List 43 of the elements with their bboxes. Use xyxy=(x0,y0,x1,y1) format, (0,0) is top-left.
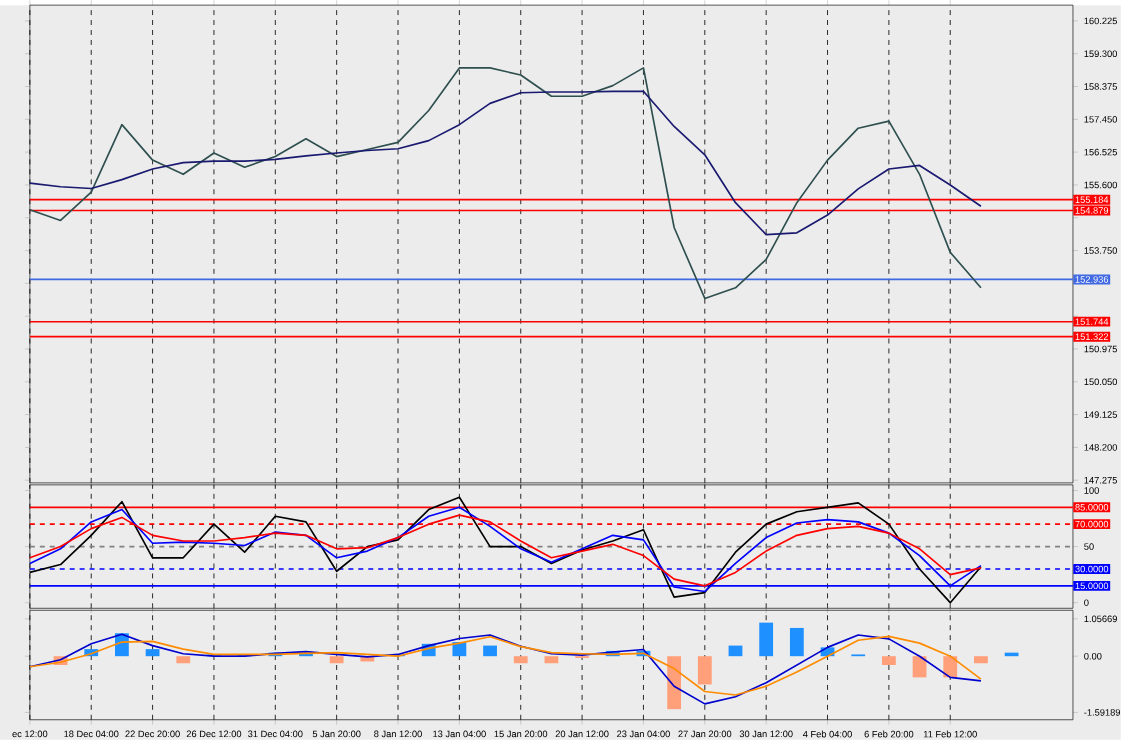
ref-line-label: 85.0000 xyxy=(1075,504,1109,511)
ref-line-label: 152.936 xyxy=(1075,276,1109,283)
x-tick-label: 31 Dec 04:00 xyxy=(248,730,303,738)
y-tick-label: 149.125 xyxy=(1084,411,1117,418)
x-tick-label: 18 Dec 04:00 xyxy=(64,730,119,738)
y-tick-label: 150.975 xyxy=(1084,345,1117,353)
y-tick-label: 158.375 xyxy=(1084,83,1117,90)
y-tick-label: 148.200 xyxy=(1084,444,1118,451)
y-tick-label: 147.275 xyxy=(1084,476,1117,484)
y-tick-label: 160.225 xyxy=(1084,17,1117,25)
y-tick-label: 155.600 xyxy=(1084,181,1118,189)
y-tick-label: 157.450 xyxy=(1084,116,1118,123)
y-tick-label: 1.05669 xyxy=(1084,615,1117,623)
x-tick-label: 23 Jan 04:00 xyxy=(617,730,670,738)
x-tick-label: 4 Feb 04:00 xyxy=(802,730,852,738)
x-tick-label: 5 Jan 20:00 xyxy=(312,730,361,738)
x-tick-label: 6 Feb 20:00 xyxy=(864,730,914,738)
ref-line-label: 151.744 xyxy=(1075,318,1109,325)
y-tick-label: 0 xyxy=(1084,599,1089,606)
x-tick-label: 27 Jan 20:00 xyxy=(678,730,732,738)
x-tick-label: 20 Jan 12:00 xyxy=(555,730,609,738)
ref-line-label: 30.0000 xyxy=(1075,565,1109,573)
y-tick-label: 153.750 xyxy=(1084,247,1118,254)
x-tick-label: 11 Feb 12:00 xyxy=(923,730,977,738)
y-tick-label: 150.050 xyxy=(1084,378,1118,386)
ref-line-label: 151.322 xyxy=(1075,333,1109,340)
x-tick-label: 30 Jan 12:00 xyxy=(739,730,793,738)
y-tick-label: 159.300 xyxy=(1084,50,1118,58)
x-tick-label: 13 Jan 04:00 xyxy=(433,730,486,738)
x-tick-label: 22 Dec 20:00 xyxy=(125,730,180,738)
y-tick-label: 50 xyxy=(1084,543,1094,550)
y-tick-label: -1.59189 xyxy=(1084,709,1121,716)
y-tick-label: 156.525 xyxy=(1084,148,1117,156)
x-tick-label: 26 Dec 12:00 xyxy=(186,730,242,738)
ref-line-label: 155.184 xyxy=(1075,196,1109,203)
ref-line-label: 70.0000 xyxy=(1075,520,1109,528)
y-tick-label: 0.00 xyxy=(1084,652,1102,660)
ref-line-label: 15.0000 xyxy=(1075,582,1109,590)
x-tick-label: 8 Jan 12:00 xyxy=(374,730,422,738)
ref-line-label: 154.879 xyxy=(1075,207,1109,214)
x-tick-label: 15 Jan 20:00 xyxy=(494,730,548,738)
y-tick-label: 100 xyxy=(1084,487,1099,494)
x-tick-label: ec 12:00 xyxy=(12,730,48,738)
